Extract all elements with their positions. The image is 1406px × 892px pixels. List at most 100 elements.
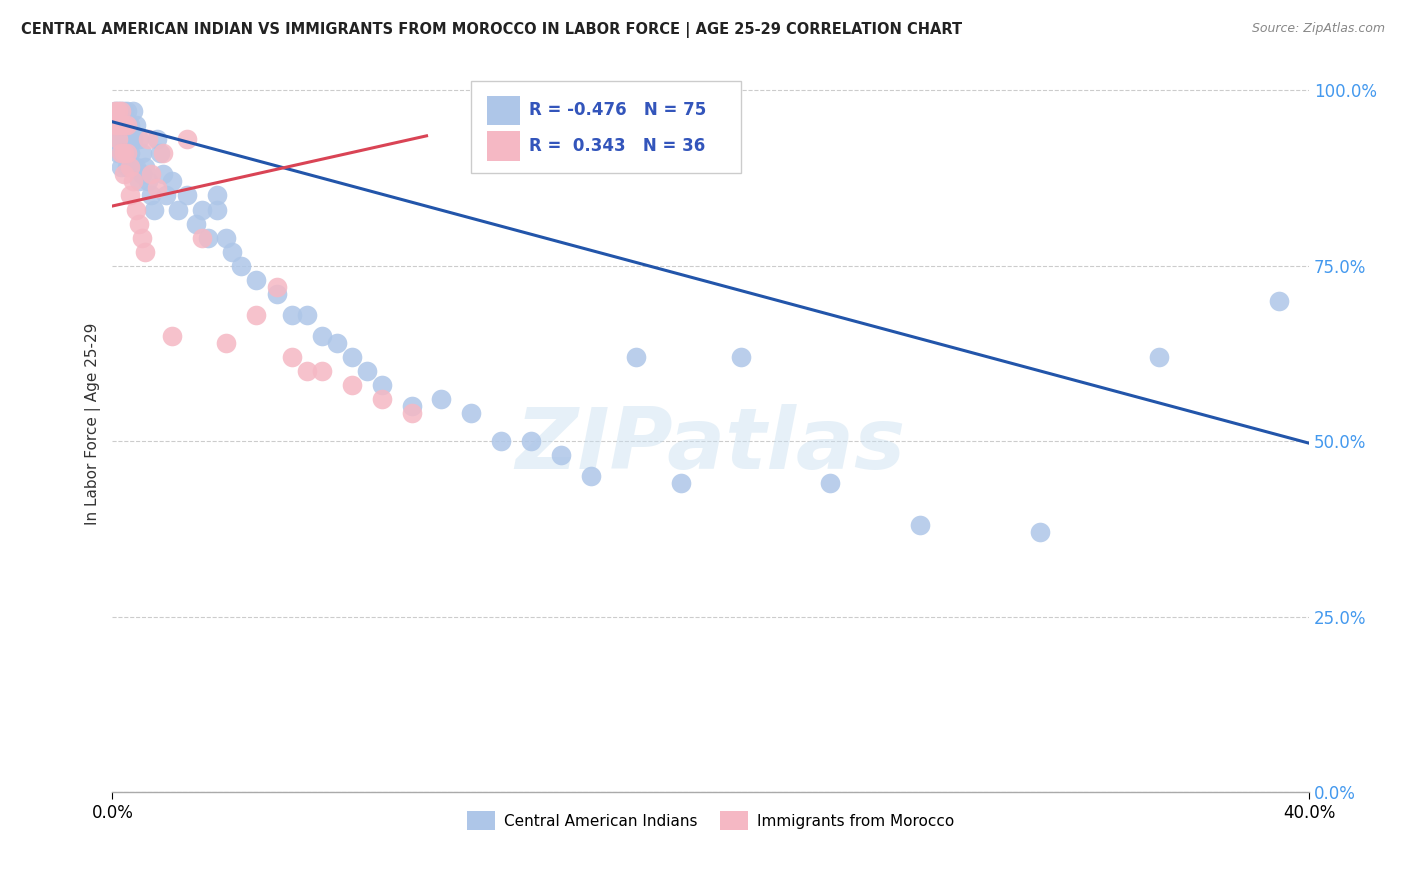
Point (122, 161, 145, 175)
Point (669, 476, 692, 491)
Point (107, 118, 129, 132)
Point (110, 118, 132, 132)
Point (117, 104, 139, 119)
Point (128, 174, 150, 188)
Point (134, 161, 156, 175)
Point (205, 188, 228, 202)
Point (110, 104, 132, 119)
Point (311, 328, 333, 343)
Y-axis label: In Labor Force | Age 25-29: In Labor Force | Age 25-29 (86, 322, 101, 524)
Point (215, 335, 238, 350)
Point (356, 364, 378, 378)
Point (176, 188, 198, 202)
Point (460, 406, 482, 420)
Point (266, 286, 288, 301)
Point (131, 230, 153, 244)
Point (104, 104, 127, 119)
Point (134, 244, 156, 259)
Point (340, 378, 363, 392)
Point (112, 118, 135, 132)
Point (370, 378, 392, 392)
Point (281, 308, 304, 322)
Point (143, 202, 166, 217)
Point (520, 434, 543, 448)
Point (107, 104, 129, 119)
Point (136, 132, 159, 146)
Point (104, 132, 127, 146)
Point (131, 146, 153, 161)
Point (491, 434, 513, 448)
Point (266, 279, 288, 293)
Point (117, 118, 139, 132)
Text: R =  0.343   N = 36: R = 0.343 N = 36 (529, 136, 704, 155)
Point (176, 132, 198, 146)
Point (152, 146, 174, 161)
Point (136, 174, 159, 188)
Point (191, 202, 214, 217)
Point (141, 188, 163, 202)
Point (579, 469, 602, 483)
Point (120, 161, 142, 175)
Point (141, 168, 163, 182)
Point (820, 476, 842, 491)
FancyBboxPatch shape (471, 81, 741, 173)
Point (1268, 293, 1291, 308)
Point (245, 273, 267, 287)
Point (215, 230, 238, 244)
Point (107, 132, 129, 146)
Point (112, 168, 135, 182)
Point (110, 146, 132, 161)
Point (1029, 525, 1052, 540)
FancyBboxPatch shape (486, 131, 520, 161)
Point (221, 244, 243, 259)
Point (112, 118, 135, 132)
Point (117, 118, 139, 132)
Text: Source: ZipAtlas.com: Source: ZipAtlas.com (1251, 22, 1385, 36)
Point (125, 118, 148, 132)
Point (104, 118, 127, 132)
Point (104, 118, 127, 132)
Point (122, 104, 145, 119)
Point (125, 161, 148, 175)
Text: CENTRAL AMERICAN INDIAN VS IMMIGRANTS FROM MOROCCO IN LABOR FORCE | AGE 25-29 CO: CENTRAL AMERICAN INDIAN VS IMMIGRANTS FR… (21, 22, 962, 38)
Text: ZIPatlas: ZIPatlas (516, 404, 905, 487)
Legend: Central American Indians, Immigrants from Morocco: Central American Indians, Immigrants fro… (461, 805, 960, 836)
Point (131, 168, 153, 182)
Point (245, 308, 267, 322)
Point (340, 350, 363, 364)
Point (104, 104, 127, 119)
Point (1149, 350, 1171, 364)
Point (624, 350, 647, 364)
Point (107, 118, 129, 132)
Point (155, 188, 177, 202)
Point (550, 448, 572, 462)
Point (149, 146, 172, 161)
Point (401, 399, 423, 413)
Point (110, 132, 132, 146)
Point (117, 132, 139, 146)
Point (112, 132, 135, 146)
Point (120, 188, 142, 202)
Point (117, 146, 139, 161)
Point (162, 174, 184, 188)
Point (295, 308, 318, 322)
Point (430, 392, 453, 406)
Point (112, 146, 135, 161)
Point (146, 181, 169, 195)
Point (326, 335, 349, 350)
Point (122, 132, 145, 146)
Point (167, 202, 190, 217)
Point (107, 104, 129, 119)
Point (110, 104, 132, 119)
Point (162, 328, 184, 343)
Point (186, 217, 208, 231)
Point (120, 118, 142, 132)
Point (112, 146, 135, 161)
FancyBboxPatch shape (486, 95, 520, 125)
Point (908, 518, 931, 533)
Point (311, 364, 333, 378)
Point (229, 259, 252, 273)
Point (205, 202, 228, 217)
Point (128, 217, 150, 231)
Point (191, 230, 214, 244)
